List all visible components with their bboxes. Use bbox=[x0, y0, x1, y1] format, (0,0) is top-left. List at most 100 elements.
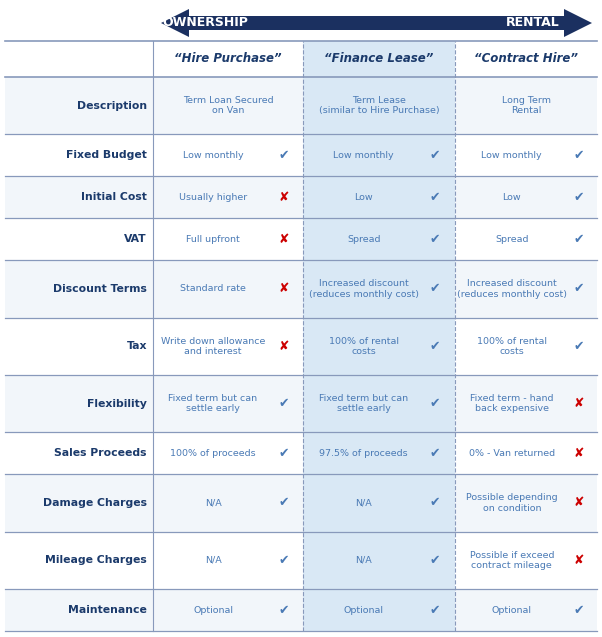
Bar bbox=[303, 375, 455, 433]
Text: Standard rate: Standard rate bbox=[180, 284, 246, 294]
Bar bbox=[5, 475, 597, 532]
Text: ✔: ✔ bbox=[430, 397, 441, 410]
Text: ✔: ✔ bbox=[278, 447, 289, 460]
Text: Low: Low bbox=[355, 193, 373, 202]
Bar bbox=[303, 433, 455, 475]
Text: N/A: N/A bbox=[355, 556, 372, 565]
Bar bbox=[5, 318, 597, 375]
Text: 100% of proceeds: 100% of proceeds bbox=[170, 449, 256, 458]
Text: Low monthly: Low monthly bbox=[334, 151, 394, 160]
Text: ✔: ✔ bbox=[430, 554, 441, 567]
Text: ✔: ✔ bbox=[278, 496, 289, 510]
Text: Spread: Spread bbox=[495, 234, 529, 244]
Text: OWNERSHIP: OWNERSHIP bbox=[163, 15, 249, 29]
Text: Low monthly: Low monthly bbox=[482, 151, 542, 160]
Text: ✔: ✔ bbox=[430, 447, 441, 460]
Text: Sales Proceeds: Sales Proceeds bbox=[55, 448, 147, 459]
Bar bbox=[303, 134, 455, 176]
Text: Initial Cost: Initial Cost bbox=[81, 192, 147, 203]
Bar bbox=[303, 41, 455, 631]
Text: ✘: ✘ bbox=[573, 554, 584, 567]
Text: ✔: ✔ bbox=[278, 554, 289, 567]
Text: Damage Charges: Damage Charges bbox=[43, 498, 147, 508]
Text: ✔: ✔ bbox=[278, 603, 289, 617]
Text: ✔: ✔ bbox=[430, 282, 441, 296]
Text: ✔: ✔ bbox=[430, 233, 441, 246]
Bar bbox=[5, 134, 597, 176]
Text: Discount Terms: Discount Terms bbox=[53, 284, 147, 294]
Text: ✘: ✘ bbox=[278, 191, 289, 204]
Text: Optional: Optional bbox=[492, 606, 532, 615]
Bar bbox=[5, 260, 597, 318]
Bar bbox=[303, 77, 455, 134]
Text: Mileage Charges: Mileage Charges bbox=[45, 555, 147, 566]
Bar bbox=[5, 375, 597, 433]
Text: 100% of rental
costs: 100% of rental costs bbox=[329, 336, 399, 356]
Text: Increased discount
(reduces monthly cost): Increased discount (reduces monthly cost… bbox=[457, 279, 567, 299]
Text: ✔: ✔ bbox=[573, 233, 584, 246]
Text: RENTAL: RENTAL bbox=[506, 15, 560, 29]
Text: Long Term
Rental: Long Term Rental bbox=[501, 96, 550, 115]
Text: Fixed term but can
settle early: Fixed term but can settle early bbox=[169, 394, 258, 413]
Text: ✘: ✘ bbox=[278, 340, 289, 353]
Text: Maintenance: Maintenance bbox=[68, 605, 147, 615]
Bar bbox=[5, 433, 597, 475]
Text: Fixed term but can
settle early: Fixed term but can settle early bbox=[319, 394, 408, 413]
Text: Term Loan Secured
on Van: Term Loan Secured on Van bbox=[182, 96, 273, 115]
Text: Possible if exceed
contract mileage: Possible if exceed contract mileage bbox=[470, 550, 554, 570]
Text: 97.5% of proceeds: 97.5% of proceeds bbox=[320, 449, 408, 458]
Text: Fixed Budget: Fixed Budget bbox=[66, 150, 147, 161]
Text: ✔: ✔ bbox=[278, 149, 289, 162]
Text: ✔: ✔ bbox=[430, 191, 441, 204]
Text: ✘: ✘ bbox=[278, 233, 289, 246]
Bar bbox=[5, 532, 597, 589]
Bar bbox=[303, 318, 455, 375]
Text: 0% - Van returned: 0% - Van returned bbox=[469, 449, 555, 458]
Bar bbox=[303, 218, 455, 260]
Text: ✘: ✘ bbox=[573, 447, 584, 460]
Text: ✘: ✘ bbox=[278, 282, 289, 296]
Text: Term Lease
(similar to Hire Purchase): Term Lease (similar to Hire Purchase) bbox=[318, 96, 439, 115]
Text: VAT: VAT bbox=[125, 234, 147, 244]
Text: “Contract Hire”: “Contract Hire” bbox=[474, 52, 578, 66]
Text: ✔: ✔ bbox=[430, 340, 441, 353]
Text: Write down allowance
and interest: Write down allowance and interest bbox=[161, 336, 265, 356]
Text: “Finance Lease”: “Finance Lease” bbox=[324, 52, 433, 66]
Text: N/A: N/A bbox=[205, 556, 222, 565]
Text: ✔: ✔ bbox=[430, 496, 441, 510]
Text: N/A: N/A bbox=[205, 499, 222, 508]
Text: ✔: ✔ bbox=[573, 603, 584, 617]
Bar bbox=[5, 589, 597, 631]
Text: “Hire Purchase”: “Hire Purchase” bbox=[174, 52, 282, 66]
Bar bbox=[5, 77, 597, 134]
Text: Full upfront: Full upfront bbox=[186, 234, 240, 244]
Text: Tax: Tax bbox=[126, 341, 147, 351]
Text: ✔: ✔ bbox=[430, 149, 441, 162]
Text: Spread: Spread bbox=[347, 234, 380, 244]
Text: ✔: ✔ bbox=[573, 282, 584, 296]
Text: ✔: ✔ bbox=[430, 603, 441, 617]
Text: ✔: ✔ bbox=[573, 191, 584, 204]
Bar bbox=[5, 176, 597, 218]
Bar bbox=[5, 218, 597, 260]
Bar bbox=[303, 260, 455, 318]
Text: Low monthly: Low monthly bbox=[182, 151, 243, 160]
Text: ✔: ✔ bbox=[573, 340, 584, 353]
Bar bbox=[303, 532, 455, 589]
Text: Optional: Optional bbox=[344, 606, 384, 615]
Text: Optional: Optional bbox=[193, 606, 233, 615]
Bar bbox=[303, 176, 455, 218]
Text: ✘: ✘ bbox=[573, 496, 584, 510]
Bar bbox=[303, 589, 455, 631]
Text: Description: Description bbox=[77, 101, 147, 111]
Text: Possible depending
on condition: Possible depending on condition bbox=[466, 493, 557, 513]
Text: ✔: ✔ bbox=[278, 397, 289, 410]
Text: 100% of rental
costs: 100% of rental costs bbox=[477, 336, 547, 356]
Bar bbox=[303, 475, 455, 532]
Text: ✘: ✘ bbox=[573, 397, 584, 410]
Text: Flexibility: Flexibility bbox=[87, 399, 147, 409]
Text: Increased discount
(reduces monthly cost): Increased discount (reduces monthly cost… bbox=[309, 279, 419, 299]
Polygon shape bbox=[161, 9, 592, 37]
Text: Usually higher: Usually higher bbox=[179, 193, 247, 202]
Text: ✔: ✔ bbox=[573, 149, 584, 162]
